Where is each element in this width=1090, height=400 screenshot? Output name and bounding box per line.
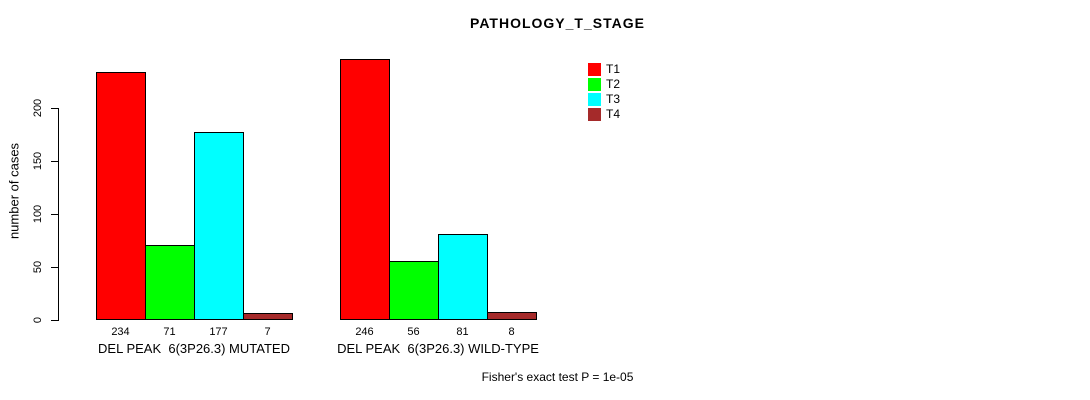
y-tick-label: 100 bbox=[32, 204, 44, 224]
y-tick-mark bbox=[51, 214, 58, 215]
bar-value-label: 8 bbox=[508, 326, 515, 338]
bar-t4-group2 bbox=[487, 312, 537, 320]
chart-title: PATHOLOGY_T_STAGE bbox=[470, 15, 645, 31]
bar-value-label: 81 bbox=[456, 326, 469, 338]
y-tick-label: 50 bbox=[32, 260, 44, 274]
y-tick-mark bbox=[51, 161, 58, 162]
bar-value-label: 246 bbox=[355, 326, 374, 338]
x-category-label: DEL PEAK 6(3P26.3) MUTATED bbox=[98, 341, 290, 356]
y-tick-mark bbox=[51, 320, 58, 321]
y-axis-line bbox=[58, 108, 59, 321]
legend-swatch-t1 bbox=[588, 63, 601, 76]
y-tick-label: 150 bbox=[32, 151, 44, 171]
legend-label-t2: T2 bbox=[606, 77, 621, 91]
y-tick-mark bbox=[51, 267, 58, 268]
bar-t4-group1 bbox=[243, 313, 293, 320]
bar-t3-group1 bbox=[194, 132, 244, 320]
y-tick-label: 200 bbox=[32, 98, 44, 118]
legend-label-t1: T1 bbox=[606, 62, 621, 76]
legend-swatch-t2 bbox=[588, 78, 601, 91]
bar-value-label: 7 bbox=[264, 326, 271, 338]
bar-value-label: 177 bbox=[209, 326, 228, 338]
bar-t2-group1 bbox=[145, 245, 195, 320]
bar-t2-group2 bbox=[389, 261, 439, 320]
legend-swatch-t4 bbox=[588, 108, 601, 121]
bar-value-label: 71 bbox=[163, 326, 176, 338]
y-tick-mark bbox=[51, 108, 58, 109]
bar-t1-group1 bbox=[96, 72, 146, 320]
legend-label-t4: T4 bbox=[606, 107, 621, 121]
bar-value-label: 56 bbox=[407, 326, 420, 338]
legend-label-t3: T3 bbox=[606, 92, 621, 106]
y-tick-label: 0 bbox=[32, 316, 44, 324]
bar-t1-group2 bbox=[340, 59, 390, 320]
bar-t3-group2 bbox=[438, 234, 488, 320]
x-category-label: DEL PEAK 6(3P26.3) WILD-TYPE bbox=[337, 341, 539, 356]
statistical-test-annotation: Fisher's exact test P = 1e-05 bbox=[481, 370, 634, 384]
bar-value-label: 234 bbox=[111, 326, 130, 338]
legend-swatch-t3 bbox=[588, 93, 601, 106]
